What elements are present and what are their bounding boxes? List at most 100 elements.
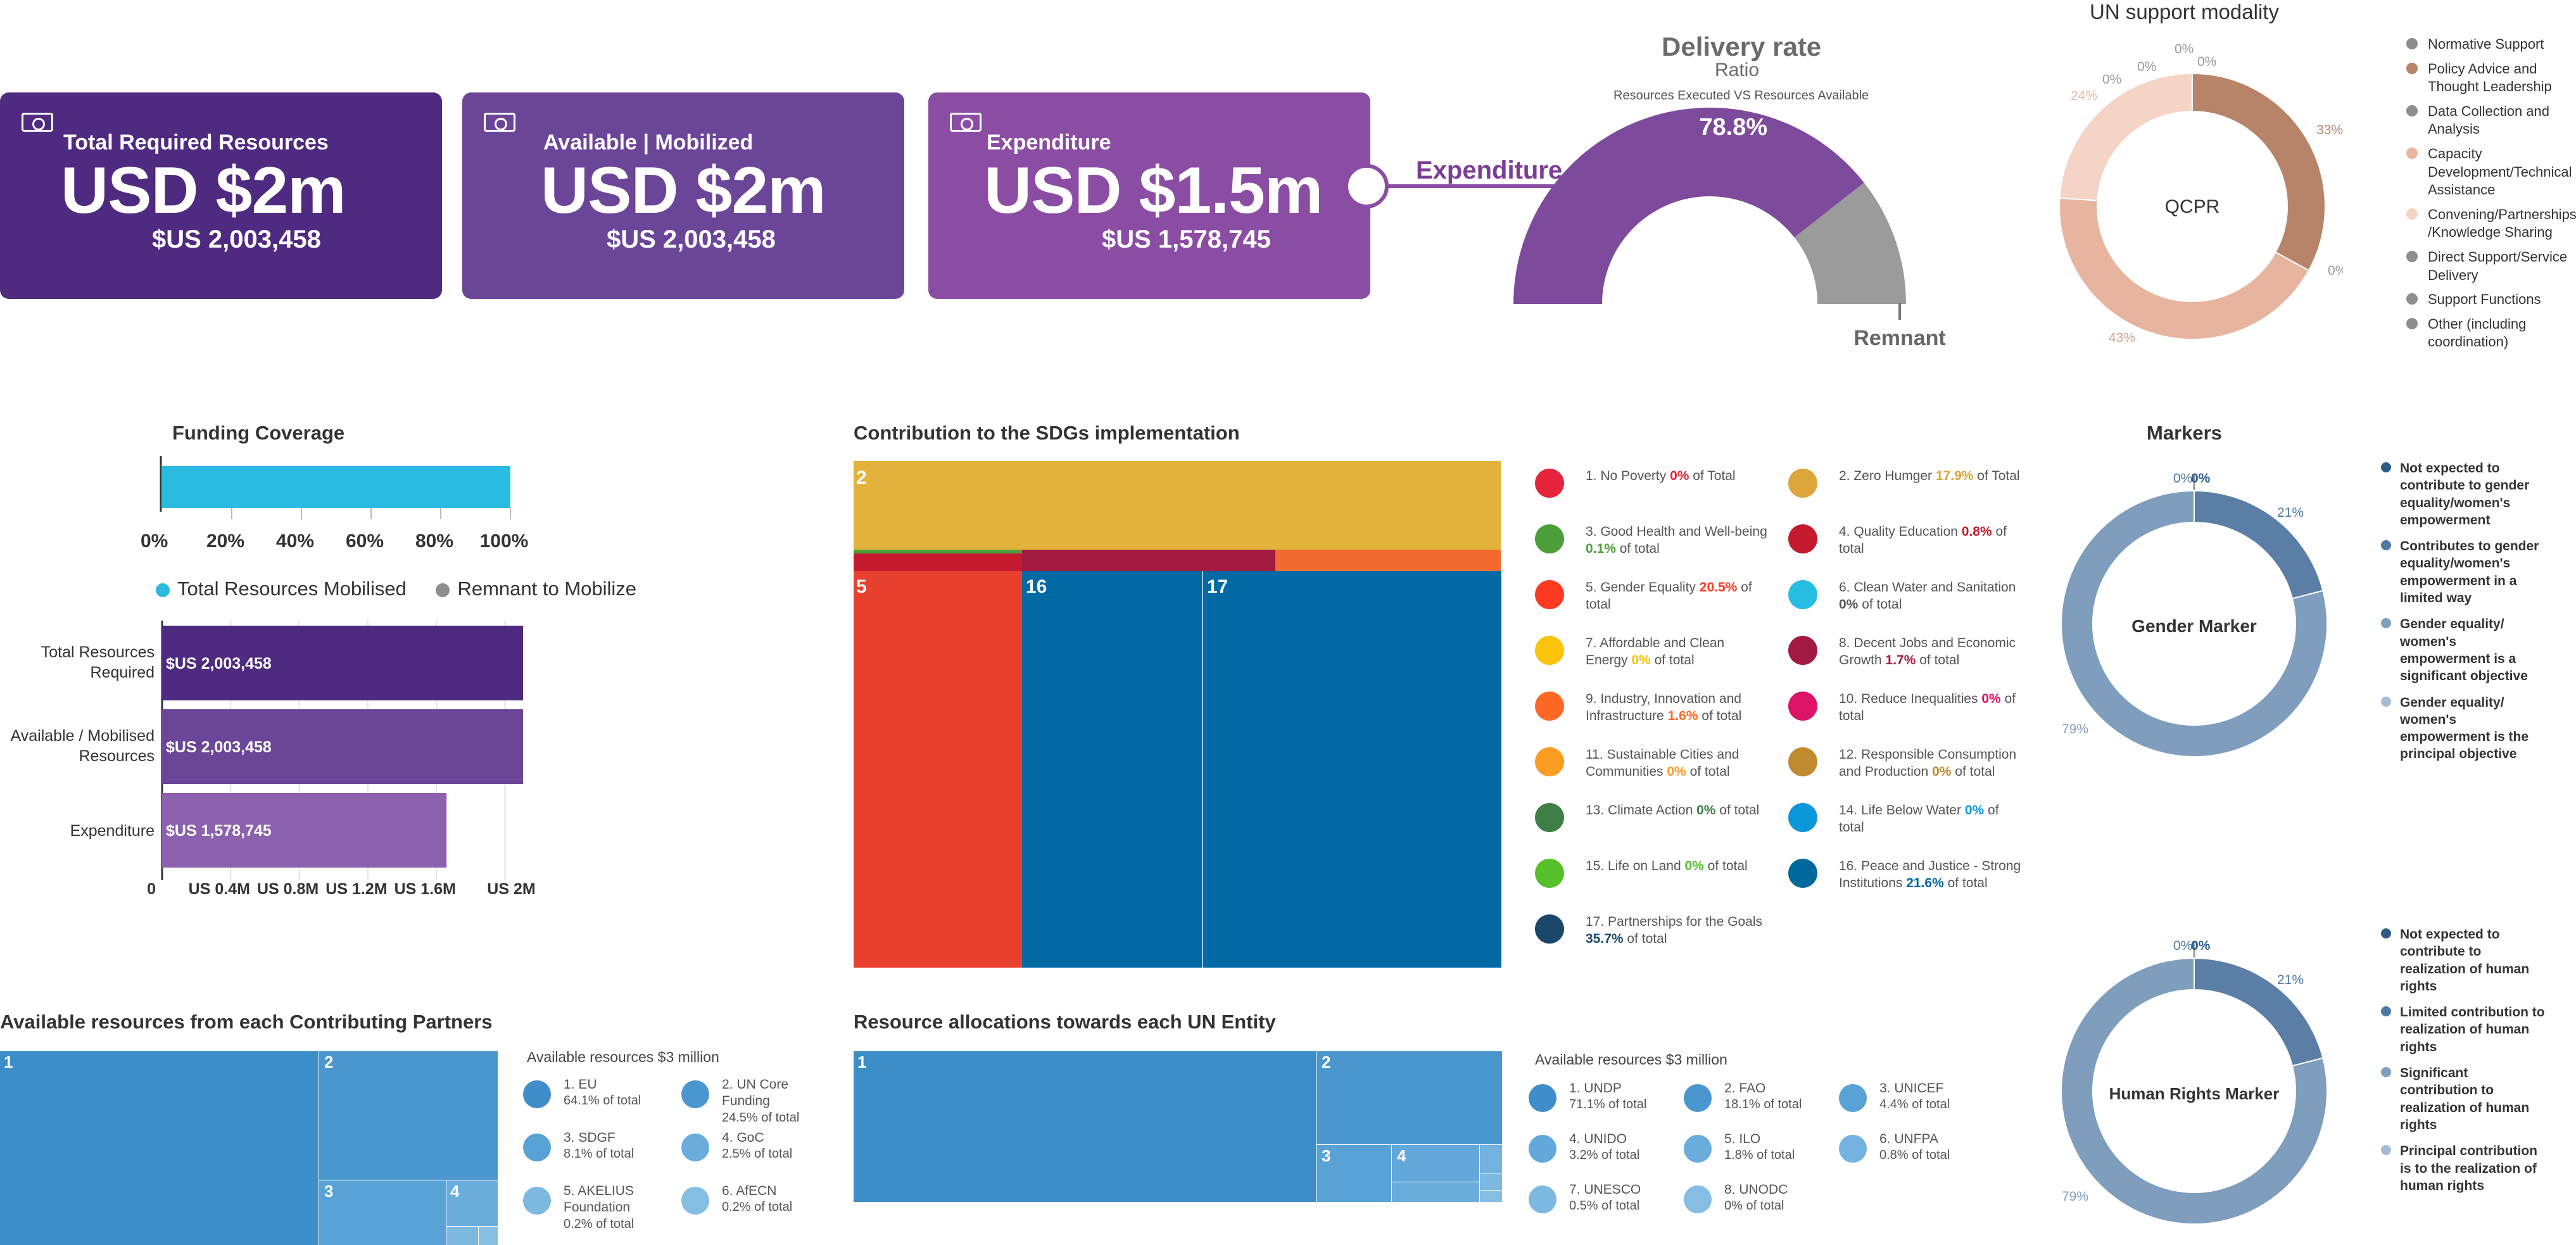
delivery-gauge: Expenditure 78.8% 21.2% Remnant — [1344, 108, 1946, 350]
legend-name: 6. AfECN — [722, 1184, 777, 1198]
entity-tile-7 — [1480, 1173, 1502, 1190]
sdg-tile-8 — [1022, 550, 1275, 571]
legend-swatch — [2381, 928, 2391, 938]
sdg-tail: of total — [1839, 803, 1999, 835]
legend-text: 2. UN Core Funding 24.5% of total — [722, 1077, 836, 1126]
legend-swatch — [523, 1187, 551, 1215]
sdg-pct: 0% — [1670, 469, 1689, 483]
legend-label: Not expected to contribute to gender equ… — [2400, 461, 2530, 528]
legend-pct: 0.5% of total — [1569, 1199, 1640, 1213]
legend-label: Convening/Partnerships /Knowledge Sharin… — [2428, 206, 2576, 241]
sdg-tile-9 — [1275, 550, 1501, 571]
sdg-tail: of total — [1858, 597, 1902, 612]
legend-label: Significant contribution to realization … — [2400, 1066, 2530, 1132]
legend-text: 4. UNIDO 3.2% of total — [1569, 1131, 1680, 1163]
sdg-pct: 0% — [1696, 803, 1716, 818]
modality-legend-item: Convening/Partnerships /Knowledge Sharin… — [2406, 206, 2576, 242]
tile-label: 16 — [1026, 576, 1047, 597]
sdg-name: 3. Good Health and Well-being — [1586, 524, 1767, 539]
sdg-pct: 0.1% — [1586, 541, 1616, 557]
sdg-name: 5. Gender Equality — [1586, 580, 1700, 595]
legend-pct: 0.2% of total — [722, 1200, 793, 1215]
sdg-name: 4. Quality Education — [1839, 524, 1962, 539]
tile-label: 4 — [450, 1182, 460, 1201]
resource-bar — [162, 626, 523, 700]
tile-label: 1 — [4, 1052, 13, 1071]
resource-bar-value: $US 1,578,745 — [166, 822, 272, 840]
legend-name: 5. AKELIUS Foundation — [564, 1184, 634, 1215]
legend-swatch — [2406, 208, 2418, 220]
legend-swatch — [2406, 104, 2418, 117]
sdg-name: 17. Partnerships for the Goals — [1586, 914, 1762, 929]
human-rights-marker-legend: Not expected to contribute to realizatio… — [2381, 926, 2546, 1203]
modality-slice-label: 0% — [2197, 54, 2216, 69]
sdg-name: 10. Reduce Inequalities — [1839, 692, 1982, 706]
legend-swatch — [2406, 250, 2418, 262]
legend-swatch — [1684, 1185, 1712, 1213]
legend-pct: 18.1% of total — [1724, 1097, 1802, 1112]
coverage-tick: 100% — [480, 531, 529, 552]
sdg-name: 15. Life on Land — [1586, 859, 1685, 873]
legend-text: 2. FAO 18.1% of total — [1724, 1080, 1835, 1113]
resource-bar-label: Required — [91, 664, 155, 681]
legend-pct: 8.1% of total — [564, 1147, 635, 1161]
legend-swatch — [1529, 1084, 1556, 1112]
sdg-pct: 35.7% — [1586, 932, 1624, 947]
modality-slice-label: 0% — [2328, 263, 2343, 278]
legend-name: 1. UNDP — [1569, 1081, 1622, 1096]
legend-label: Policy Advice and Thought Leadership — [2428, 60, 2552, 95]
partners-caption: Available resources $3 million — [527, 1049, 719, 1065]
modality-legend-item: Support Functions — [2406, 291, 2576, 309]
card-small-value: $US 1,578,745 — [1102, 225, 1271, 253]
sdg-goal-icon — [1788, 692, 1817, 721]
legend-text: 5. AKELIUS Foundation 0.2% of total — [564, 1183, 678, 1232]
marker-legend-item: Significant contribution to realization … — [2381, 1065, 2546, 1134]
sdg-legend-text: 6. Clean Water and Sanitation 0% of tota… — [1839, 579, 2023, 614]
legend-name: 5. ILO — [1724, 1132, 1761, 1146]
entities-treemap: 1 2 3 4 — [854, 1051, 1502, 1202]
partner-tile-5 — [446, 1227, 478, 1245]
resource-bar-label: Resources — [79, 747, 155, 765]
tile-label: 3 — [1322, 1146, 1331, 1165]
legend-name: 6. UNFPA — [1879, 1132, 1938, 1146]
legend-name: 3. SDGF — [564, 1130, 616, 1145]
legend-label: Other (including coordination) — [2428, 315, 2527, 350]
hr-marker-center: Human Rights Marker — [2109, 1084, 2280, 1103]
resource-x-tick: US 0.4M — [189, 880, 250, 898]
legend-label: Principal contribution is to the realiza… — [2400, 1144, 2538, 1193]
sdg-legend-text: 11. Sustainable Cities and Communities 0… — [1586, 746, 1769, 781]
legend-text: 1. EU 64.1% of total — [564, 1077, 678, 1109]
entity-tile-2: 2 — [1316, 1051, 1502, 1144]
gauge-executed-label: 78.8% — [1699, 114, 1767, 141]
sdg-pct: 0% — [1684, 859, 1704, 873]
resource-x-tick: 0 — [147, 880, 156, 898]
sdg-legend-text: 1. No Poverty 0% of Total — [1586, 467, 1769, 484]
entity-tile-5 — [1392, 1182, 1479, 1202]
legend-label: Gender equality/ women's empowerment is … — [2400, 617, 2528, 684]
sdg-tail: of Total — [1973, 469, 2020, 483]
delivery-caption: Resources Executed VS Resources Availabl… — [1613, 89, 1869, 103]
legend-pct: 1.8% of total — [1724, 1148, 1795, 1163]
sdg-title: Contribution to the SDGs implementation — [854, 422, 1240, 444]
legend-swatch — [523, 1134, 551, 1161]
legend-pct: 4.4% of total — [1879, 1097, 1950, 1112]
resource-x-tick: US 1.6M — [395, 880, 456, 898]
legend-swatch — [2381, 1006, 2391, 1017]
card-available: Available | Mobilized USD $2m $US 2,003,… — [462, 92, 904, 299]
sdg-goal-icon — [1535, 747, 1564, 776]
legend-swatch — [2406, 317, 2418, 329]
sdg-name: 9. Industry, Innovation and Infrastructu… — [1586, 692, 1741, 724]
sdg-pct: 1.6% — [1667, 709, 1698, 724]
legend-pct: 0% of total — [1724, 1199, 1784, 1213]
sdg-pct: 20.5% — [1699, 580, 1738, 595]
legend-swatch — [523, 1080, 551, 1108]
legend-label: Normative Support — [2428, 36, 2544, 52]
legend-text: 3. UNICEF 4.4% of total — [1879, 1080, 1990, 1113]
sdg-goal-icon — [1535, 859, 1564, 888]
gender-marker-legend: Not expected to contribute to gender equ… — [2381, 460, 2546, 772]
sdg-tail: of total — [1623, 932, 1667, 947]
tile-label: 5 — [856, 576, 867, 597]
card-small-value: $US 2,003,458 — [607, 225, 776, 253]
sdg-legend-text: 12. Responsible Consumption and Producti… — [1839, 746, 2023, 781]
legend-name: 3. UNICEF — [1879, 1081, 1944, 1096]
